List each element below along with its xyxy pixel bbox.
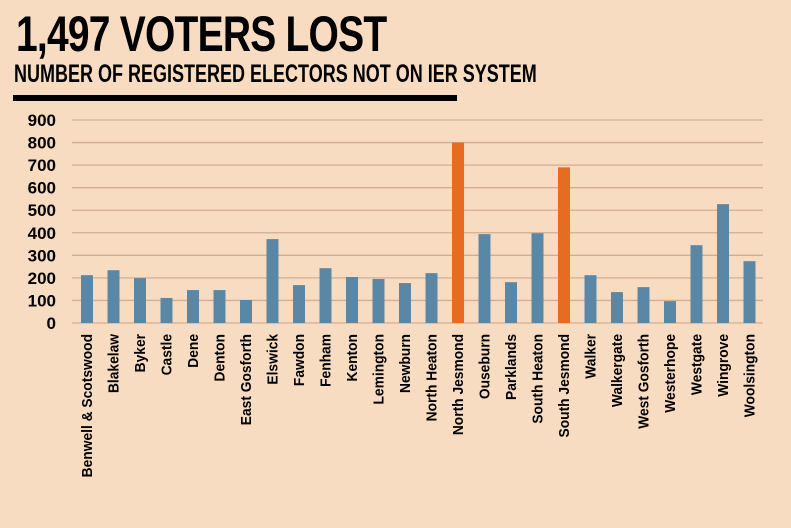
x-tick-label: East Gosforth <box>239 334 256 425</box>
bar <box>346 276 358 323</box>
x-tick-label: Byker <box>133 334 150 373</box>
bar <box>240 299 252 323</box>
bar <box>505 282 517 323</box>
x-tick-label: South Jesmond <box>557 334 574 437</box>
bar <box>319 268 332 323</box>
x-tick-label: South Heaton <box>530 334 547 424</box>
bar <box>399 283 411 323</box>
bar <box>107 270 120 323</box>
y-tick-label: 700 <box>28 156 56 175</box>
y-tick-label: 100 <box>28 291 56 310</box>
x-tick-label: Westerhope <box>663 334 680 413</box>
bar <box>611 292 623 323</box>
y-tick-label: 500 <box>28 201 56 220</box>
bar <box>637 287 650 323</box>
x-tick-label: Parklands <box>504 334 521 400</box>
y-tick-label: 900 <box>28 111 56 130</box>
chart-subtitle: NUMBER OF REGISTERED ELECTORS NOT ON IER… <box>14 60 537 88</box>
x-tick-label: Ouseburn <box>477 334 494 399</box>
bar <box>452 142 464 323</box>
bar <box>372 279 385 323</box>
y-tick-label: 200 <box>28 269 56 288</box>
x-tick-label: Westgate <box>689 334 706 395</box>
x-tick-label: Kenton <box>345 334 362 382</box>
x-tick-label: Walker <box>583 334 600 379</box>
x-axis: Benwell & Scotswood Blakelaw Byker Castle De… <box>80 333 759 477</box>
chart-title: 1,497 VOTERS LOST <box>16 6 387 62</box>
x-tick-label: Fawdon <box>292 334 309 386</box>
y-tick-label: 600 <box>28 179 56 198</box>
x-tick-label: Benwell & Scotswood <box>80 334 97 477</box>
bar <box>187 290 199 323</box>
x-tick-label: Blakelaw <box>106 333 123 393</box>
y-tick-label: 300 <box>28 246 56 265</box>
bar <box>134 278 146 323</box>
x-tick-label: Woolsington <box>742 334 759 417</box>
bar <box>293 285 305 323</box>
x-tick-label: Elswick <box>265 333 282 385</box>
bar <box>558 167 570 323</box>
bar <box>717 204 729 323</box>
bar <box>478 234 491 323</box>
gridlines <box>72 119 763 324</box>
x-tick-label: North Jesmond <box>451 334 468 435</box>
y-tick-label: 0 <box>47 314 56 333</box>
x-tick-label: Newburn <box>398 334 415 393</box>
bar <box>584 275 597 323</box>
x-tick-label: West Gosforth <box>636 334 653 429</box>
bar <box>266 239 279 323</box>
x-tick-label: Lemington <box>371 334 388 404</box>
bar <box>160 297 173 323</box>
x-tick-label: North Heaton <box>424 334 441 421</box>
bar <box>213 290 226 323</box>
bar <box>664 301 676 323</box>
y-axis: 0 100 200 300 400 500 600 700 800 900 <box>28 111 56 333</box>
bar <box>743 261 756 323</box>
x-tick-label: Dene <box>186 334 203 368</box>
x-tick-label: Denton <box>212 334 229 382</box>
bar <box>425 273 438 323</box>
x-tick-label: Wingrove <box>716 334 733 397</box>
y-tick-label: 800 <box>28 134 56 153</box>
title-underline <box>13 95 457 101</box>
bar <box>531 233 544 323</box>
x-tick-label: Walkergate <box>610 334 627 407</box>
bar <box>690 245 703 323</box>
bars <box>81 142 756 323</box>
y-tick-label: 400 <box>28 224 56 243</box>
bar <box>81 275 93 323</box>
x-tick-label: Castle <box>159 334 176 375</box>
x-tick-label: Fenham <box>318 334 335 387</box>
